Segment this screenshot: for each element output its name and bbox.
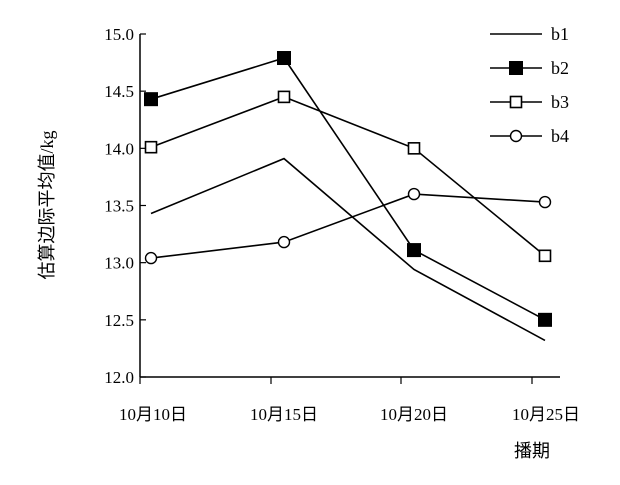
legend-marker-b3 bbox=[509, 95, 523, 109]
y-tick-label: 15.0 bbox=[104, 25, 134, 44]
data-point-b4 bbox=[407, 187, 421, 201]
y-tick-label: 14.5 bbox=[104, 82, 134, 101]
legend-marker-b2 bbox=[509, 61, 523, 75]
legend-label-b4: b4 bbox=[551, 126, 569, 146]
data-point-b3 bbox=[144, 140, 158, 154]
series-line-b3 bbox=[150, 96, 546, 257]
legend-marker-b4 bbox=[509, 129, 523, 143]
x-tick-label: 10月15日 bbox=[250, 405, 318, 424]
data-point-b4 bbox=[277, 235, 291, 249]
y-axis-label: 估算边际平均值/kg bbox=[37, 130, 57, 279]
x-axis-label: 播期 bbox=[514, 441, 550, 461]
x-tick-label: 10月20日 bbox=[380, 405, 448, 424]
data-point-b4 bbox=[538, 195, 552, 209]
series-line-b4 bbox=[150, 193, 546, 259]
legend-label-b1: b1 bbox=[551, 24, 569, 44]
data-point-b3 bbox=[538, 249, 552, 263]
data-point-b2 bbox=[277, 51, 291, 66]
y-tick-label: 13.5 bbox=[104, 197, 134, 216]
y-tick-label: 12.0 bbox=[104, 368, 134, 387]
y-tick-label: 13.0 bbox=[104, 254, 134, 273]
legend-label-b3: b3 bbox=[551, 92, 569, 112]
data-point-b2 bbox=[144, 92, 158, 107]
data-point-b3 bbox=[407, 142, 421, 155]
axes: 12.0 12.5 13.0 13.5 14.0 14.5 15.0 10月10日 10月15日… bbox=[104, 25, 580, 424]
plot-lines bbox=[150, 57, 546, 342]
y-tick-label: 14.0 bbox=[104, 139, 134, 158]
legend: b1 b2 b3 b4 bbox=[490, 24, 569, 146]
series-line-b1 bbox=[150, 157, 546, 342]
x-tick-label: 10月10日 bbox=[119, 405, 187, 424]
y-tick-label: 12.5 bbox=[104, 311, 134, 330]
plot-markers bbox=[144, 51, 552, 327]
series-line-b2 bbox=[150, 57, 546, 321]
data-point-b4 bbox=[144, 251, 158, 265]
data-point-b2 bbox=[538, 312, 552, 327]
x-tick-label: 10月25日 bbox=[512, 405, 580, 424]
data-point-b2 bbox=[407, 243, 421, 258]
legend-label-b2: b2 bbox=[551, 58, 569, 78]
data-point-b3 bbox=[277, 90, 291, 104]
